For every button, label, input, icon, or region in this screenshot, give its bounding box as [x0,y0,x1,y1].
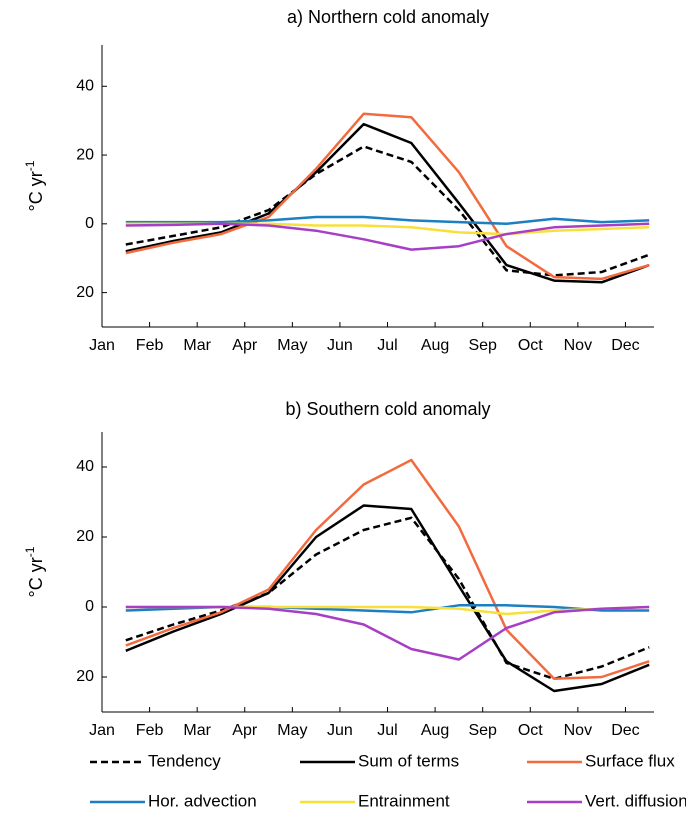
legend-label: Entrainment [358,791,450,810]
legend-label: Vert. diffusion [585,791,686,810]
x-tick-label: Jul [377,337,397,354]
x-tick-label: Apr [232,337,258,354]
series-line [125,145,650,277]
chart-title: a) Northern cold anomaly [287,7,489,27]
series-line [125,458,650,681]
y-axis-label-superscript: -1 [23,160,37,171]
x-tick-label: Dec [611,722,639,739]
x-tick-label: Mar [183,337,211,354]
y-tick-label: 40 [76,77,94,94]
y-tick-label: 20 [76,668,94,685]
x-tick-label: Jan [89,722,115,739]
y-axis-label-text: °C yr [26,557,46,597]
x-tick-label: Jul [377,722,397,739]
y-axis-label: °C yr-1 [23,160,46,211]
x-tick-label: Jun [327,337,353,354]
x-tick-label: Feb [136,337,164,354]
series-line [125,504,650,693]
y-tick-label: 0 [85,598,94,615]
x-tick-label: May [277,337,307,354]
y-axis-label-text: °C yr [26,171,46,211]
y-axis-label: °C yr-1 [23,546,46,597]
legend-label: Hor. advection [148,791,257,810]
series-line [125,516,650,681]
y-tick-label: 20 [76,284,94,301]
x-tick-label: Jan [89,337,115,354]
x-tick-label: Apr [232,722,258,739]
series-line [125,215,650,226]
x-tick-label: Dec [611,337,639,354]
y-tick-label: 40 [76,458,94,475]
x-tick-label: Feb [136,722,164,739]
x-tick-label: May [277,722,307,739]
x-tick-label: Sep [468,337,497,354]
y-tick-label: 0 [85,215,94,232]
x-tick-label: Nov [564,337,592,354]
x-tick-label: Aug [421,722,449,739]
series-line [125,222,650,251]
x-tick-label: Nov [564,722,592,739]
x-tick-label: Aug [421,337,449,354]
y-tick-label: 20 [76,146,94,163]
legend-label: Surface flux [585,751,675,770]
chart-title: b) Southern cold anomaly [285,399,490,419]
x-tick-label: Sep [468,722,497,739]
x-tick-label: Jun [327,722,353,739]
series-line [125,605,650,661]
y-tick-label: 20 [76,528,94,545]
series-line [125,122,650,284]
y-axis-label-superscript: -1 [23,546,37,557]
legend-label: Sum of terms [358,751,459,770]
x-tick-label: Oct [518,722,543,739]
x-tick-label: Oct [518,337,543,354]
legend-label: Tendency [148,751,221,770]
series-line [125,112,650,281]
x-tick-label: Mar [183,722,211,739]
